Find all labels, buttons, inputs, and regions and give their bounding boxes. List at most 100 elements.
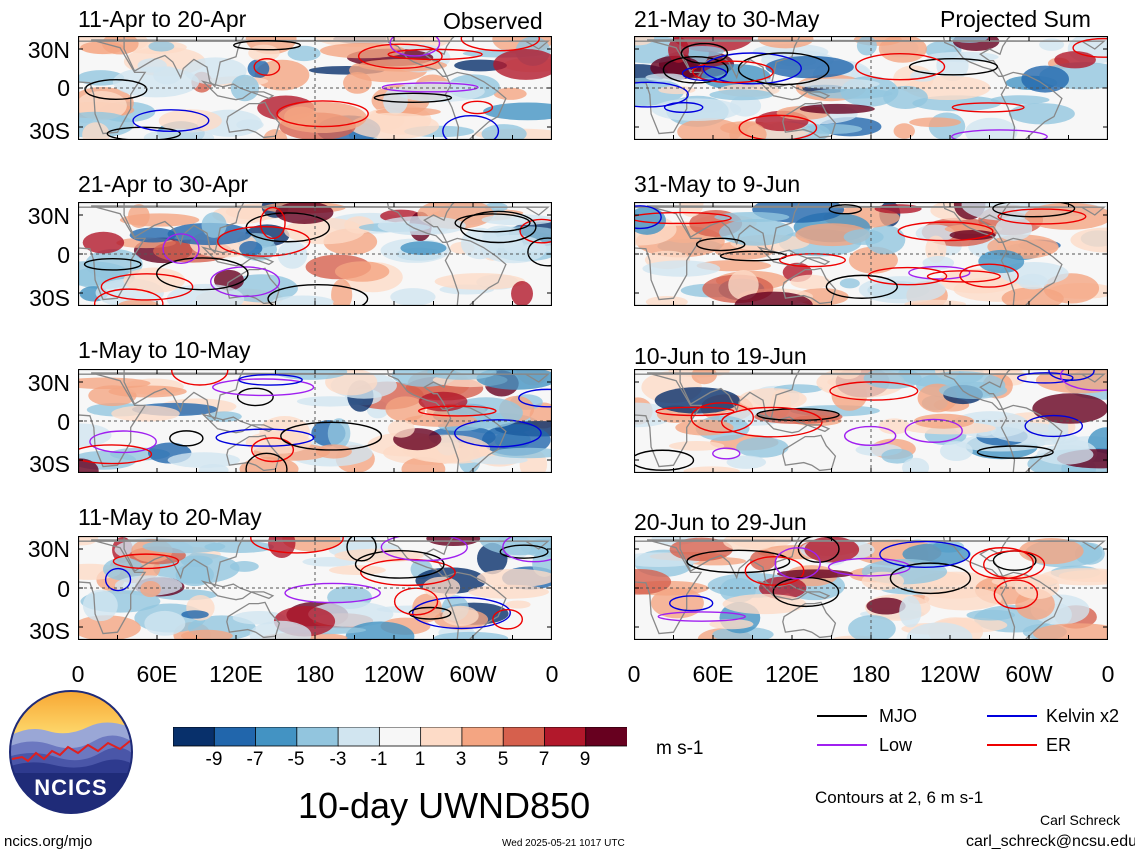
lat-label-30s: 30S <box>29 285 70 311</box>
colorbar-swatch <box>585 727 627 747</box>
anomaly-blob <box>904 299 967 306</box>
panel-title-2: 21-Apr to 30-Apr <box>78 171 249 197</box>
contour-line <box>657 611 746 622</box>
map-panel-7 <box>634 369 1108 473</box>
anomaly-blob <box>902 457 930 473</box>
contour-line <box>389 36 441 57</box>
anomaly-blob <box>422 576 461 598</box>
colorbar-swatch <box>173 727 216 747</box>
contour-line <box>797 536 840 563</box>
contour-line <box>904 418 963 443</box>
contour-line <box>112 553 180 570</box>
contour-line <box>354 549 445 579</box>
anomaly-blob <box>491 447 552 459</box>
tick-marks <box>78 36 552 140</box>
coastline <box>679 536 801 588</box>
anomaly-blob <box>148 41 175 52</box>
colorbar-swatch <box>420 727 463 747</box>
contour-line <box>499 544 549 559</box>
anomaly-blob <box>117 299 160 306</box>
colorbar-swatch <box>502 727 546 747</box>
wave-contours <box>84 36 541 140</box>
anomaly-blob <box>736 437 789 458</box>
panel-title-6: 31-May to 9-Jun <box>634 171 801 197</box>
anomaly-blob <box>468 584 549 599</box>
lon-label: 60E <box>136 661 178 687</box>
anomaly-blob <box>754 409 843 425</box>
lon-label: 180 <box>295 661 335 687</box>
contour-line <box>259 206 286 240</box>
anomaly-blob <box>650 587 704 619</box>
anomaly-blob <box>902 543 971 566</box>
continents <box>634 369 1106 473</box>
website-link[interactable]: ncics.org/mjo <box>4 833 93 850</box>
continents <box>634 536 1106 640</box>
anomaly-blob <box>345 621 415 640</box>
coastline <box>679 202 801 254</box>
contour-line <box>253 58 281 76</box>
contour-line <box>373 92 453 104</box>
contour-line <box>251 437 295 463</box>
contour-line <box>387 48 483 61</box>
colorbar-label: 7 <box>538 749 550 770</box>
contour-line <box>100 273 194 301</box>
anomaly-blob <box>476 568 552 588</box>
anomaly-blob <box>1001 287 1064 306</box>
contour-line <box>843 425 897 447</box>
anomaly-blob <box>765 55 854 79</box>
contour-line <box>210 266 281 298</box>
coastline <box>756 413 831 434</box>
anomaly-blob <box>757 36 814 49</box>
anomaly-blob <box>390 288 436 306</box>
contour-line <box>411 596 511 630</box>
panel-title-3: 1-May to 10-May <box>78 337 251 363</box>
coastline <box>444 404 507 473</box>
main-title: 10-day UWND850 <box>298 785 591 826</box>
anomaly-blob <box>442 605 479 626</box>
author-email[interactable]: carl_schreck@ncsu.edu <box>966 833 1135 850</box>
lon-label: 120W <box>363 661 425 687</box>
legend-label-er: ER <box>1046 735 1072 755</box>
anomaly-blob <box>327 418 351 449</box>
map-panel-2 <box>78 202 552 306</box>
contour-line <box>774 547 821 580</box>
panel-title-1: 11-Apr to 20-Apr <box>78 6 247 32</box>
contour-line <box>738 114 818 140</box>
anomaly-blob <box>881 448 914 464</box>
coastline <box>226 434 281 472</box>
contour-line <box>93 288 164 306</box>
contour-line <box>169 430 204 447</box>
anomaly-blob <box>78 70 125 86</box>
anomaly-blob <box>433 631 509 640</box>
lat-label-0: 0 <box>57 242 70 268</box>
coastline <box>386 369 456 410</box>
anomaly-blob <box>236 119 264 131</box>
legend-label-mjo: MJO <box>879 706 917 726</box>
anomaly-blob <box>181 610 209 619</box>
coastline <box>78 539 550 635</box>
tick-marks <box>634 369 1108 473</box>
anomaly-blob <box>1033 623 1108 640</box>
lon-label: 0 <box>71 661 85 687</box>
panel-title-5: 21-May to 30-May <box>634 6 820 32</box>
colorbar-swatch <box>255 727 298 747</box>
contour-line <box>212 378 315 397</box>
contour-line <box>634 81 689 108</box>
contour-line <box>346 536 377 562</box>
contour-line <box>276 100 369 128</box>
contour-line <box>1059 369 1108 392</box>
lat-label-30n: 30N <box>27 37 70 63</box>
legend-label-low: Low <box>879 735 913 755</box>
contour-line <box>104 567 132 592</box>
coastline <box>226 101 281 139</box>
anomaly-blob <box>349 112 440 140</box>
lon-label: 120W <box>919 661 981 687</box>
anomaly-blob <box>140 580 161 598</box>
contour-line <box>1072 37 1108 58</box>
anomaly-blob <box>797 78 880 90</box>
contour-line <box>1024 414 1084 438</box>
anomaly-blob <box>358 58 447 72</box>
anomaly-blob <box>1035 369 1108 394</box>
anomaly-blob <box>284 217 365 245</box>
legend-lines <box>817 715 1037 746</box>
